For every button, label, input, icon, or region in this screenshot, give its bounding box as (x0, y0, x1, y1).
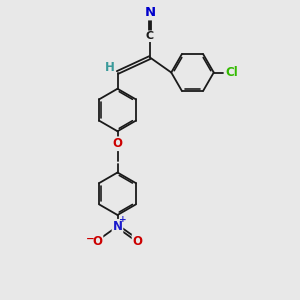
Text: C: C (146, 31, 154, 41)
Text: O: O (133, 235, 142, 248)
Text: Cl: Cl (226, 66, 238, 79)
Text: O: O (112, 137, 122, 150)
Text: N: N (112, 220, 122, 233)
Text: H: H (105, 61, 114, 74)
Text: +: + (119, 215, 127, 224)
Text: O: O (92, 235, 103, 248)
Text: N: N (144, 7, 156, 20)
Text: −: − (85, 234, 94, 244)
